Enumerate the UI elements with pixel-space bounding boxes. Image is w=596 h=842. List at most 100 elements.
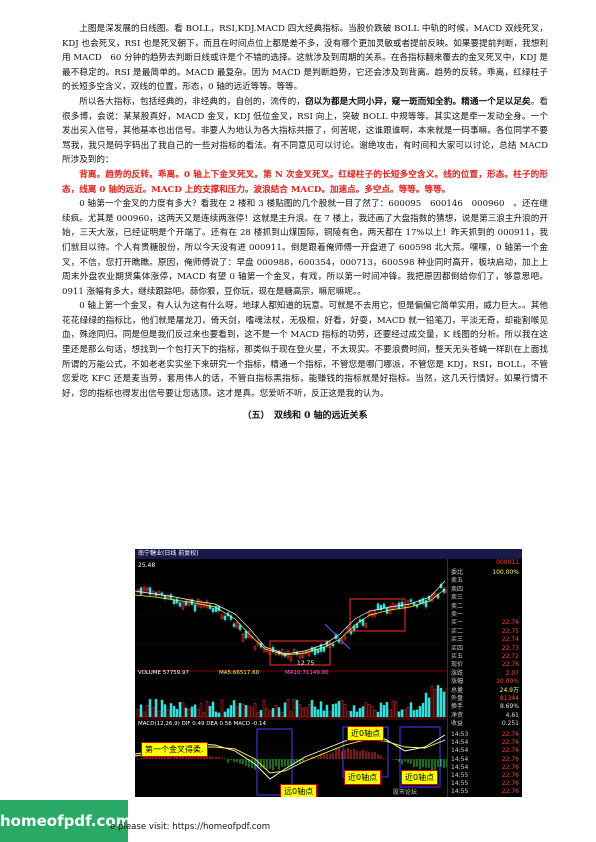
quote-row-value: 100.00% (492, 569, 519, 576)
volume-bar (427, 697, 431, 718)
quote-row: 买一 22.76 (451, 619, 521, 627)
volume-bar (421, 702, 425, 718)
volume-bar (271, 708, 275, 718)
volume-bar (172, 705, 176, 718)
chart-header: 南宁糖业(日线 前复权) (135, 549, 522, 559)
quote-row-value: 22.76 (501, 619, 519, 627)
candle-body (418, 599, 422, 604)
candle-body (424, 600, 428, 608)
volume-bar (214, 711, 218, 718)
quote-row: 买四 22.73 (451, 645, 521, 653)
volume-bar (385, 702, 389, 718)
volume-bar (178, 702, 182, 718)
candle-body (250, 635, 254, 639)
tick-row: 14:55 22.76 (451, 772, 521, 780)
candle-body (139, 587, 143, 595)
candle-body (190, 599, 194, 605)
volume-bar (397, 711, 401, 718)
volume-bar (415, 709, 419, 718)
volume-bar (205, 700, 209, 718)
quote-row: 委比 100.00% (451, 569, 521, 577)
volume-bar (142, 711, 146, 718)
quote-row-value: 22.74 (501, 636, 519, 644)
quote-row-key: 外盘 (451, 695, 464, 702)
volume-bar (241, 703, 245, 718)
tick-time: 14:54 (451, 747, 469, 755)
quote-row-key: 涨跌 (451, 669, 464, 677)
quote-row-key: 委比 (451, 569, 464, 576)
volume-bar (235, 706, 239, 718)
volume-bar (139, 704, 143, 718)
candle-body (307, 650, 311, 657)
quote-row: 卖四 (451, 586, 521, 594)
candle-body (364, 623, 368, 628)
volume-bar (247, 705, 251, 718)
volume-bar (232, 700, 236, 718)
tick-price: 22.76 (501, 747, 519, 755)
candle-body (301, 652, 305, 659)
volume-bar (433, 688, 437, 718)
volume-bar (436, 685, 440, 718)
volume-bar (337, 700, 341, 718)
candle-body (181, 602, 185, 610)
quote-row-value: 22.75 (501, 627, 519, 635)
candle-body (178, 602, 182, 607)
volume-bar (223, 711, 227, 718)
volume-bar (298, 704, 302, 718)
volume-bar (358, 708, 362, 718)
volume-bar (226, 708, 230, 718)
quote-row-value: 10.00% (496, 678, 519, 686)
volume-bar (211, 701, 215, 718)
quote-row: 现价 22.76 (451, 661, 521, 669)
candle-body (208, 605, 212, 609)
annotation-near-zero-axis-2: 近0轴点 (344, 770, 382, 785)
macd-label: MACD(12,26,9) DIF 0.49 DEA 0.56 MACD -0.… (138, 721, 266, 727)
tick-time: 14:55 (451, 780, 469, 788)
tick-price: 22.76 (501, 780, 519, 788)
paragraph-2: 所以各大指标，包括经典的，非经典的，自创的，流传的，窃以为都是大同小异，窥一斑而… (62, 95, 548, 168)
volume-bar (184, 707, 188, 718)
candle-body (238, 624, 242, 630)
candle-body (235, 622, 239, 628)
quote-row-key: 现价 (451, 661, 464, 669)
candle-body (379, 605, 383, 611)
volume-bar (388, 709, 392, 718)
candle-body (295, 651, 299, 655)
footer-link-text[interactable]: e please visit: https://homeofpdf.com (110, 822, 271, 832)
volume-bar (313, 706, 317, 718)
volume-bar (439, 687, 443, 718)
candle-body (232, 623, 236, 627)
volume-bar (364, 702, 368, 718)
candle-body (445, 588, 447, 593)
tick-time: 14:54 (451, 755, 469, 763)
tick-row: 14:54 22.76 (451, 739, 521, 747)
watermark: 股市论坛 (393, 788, 417, 796)
volume-bar (136, 709, 140, 718)
paragraph-5: 0 轴上第一个金叉，有人认为这有什么呀，地球人都知道的玩意。可就是不去用它，但是… (62, 301, 548, 399)
annotation-near-zero-axis-3: 近0轴点 (401, 770, 439, 785)
candle-body (202, 603, 206, 608)
volume-bar (292, 699, 296, 718)
quote-row: 买二 22.75 (451, 628, 521, 636)
volume-bar (280, 712, 284, 718)
volume-bar (400, 709, 404, 718)
quote-row-key: 买四 (451, 644, 464, 652)
volume-bar (370, 705, 374, 718)
volume-label: VOLUME 57759.97 (138, 670, 190, 676)
volume-bar (316, 709, 320, 718)
volume-bar (274, 705, 278, 718)
volume-bar (190, 706, 194, 718)
low-price-label: 12.75 (297, 660, 314, 667)
volume-bar (331, 704, 335, 718)
stock-chart: 南宁糖业(日线 前复权) 25.48 12.75 VOLUME 57759.9 (135, 549, 522, 797)
candle-body (310, 647, 314, 652)
volume-bar (181, 702, 185, 718)
candle-body (166, 594, 170, 599)
volume-bar (193, 704, 197, 718)
volume-bar (253, 703, 257, 718)
candle-body (223, 615, 227, 620)
site-logo[interactable]: homeofpdf.com (0, 800, 131, 842)
candle-body (265, 648, 269, 653)
volume-bar (196, 709, 200, 718)
tick-row: 14:55 22.76 (451, 788, 521, 796)
